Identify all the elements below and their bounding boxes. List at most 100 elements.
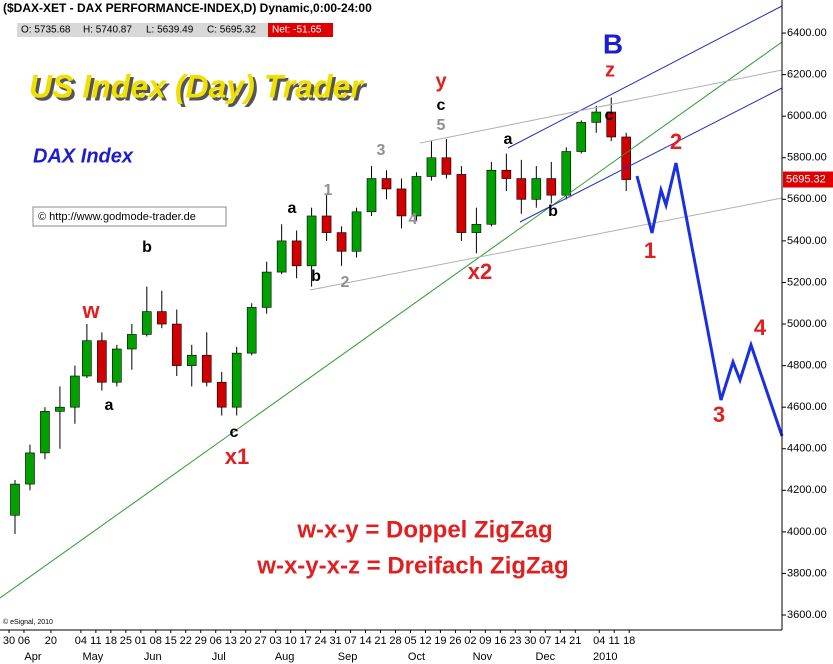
subtitle: DAX Index [33,145,134,167]
candle-body [396,188,407,217]
x-tick-label: 18 [623,635,635,647]
y-tick-label: 5200.00 [787,276,827,288]
x-tick-label: 15 [165,635,177,647]
candle-body [156,311,167,325]
candle-body [186,354,197,366]
x-tick-label: 11 [609,635,620,647]
x-tick-label: 31 [329,635,341,647]
candle-body [516,178,527,200]
candle-body [546,178,557,196]
x-tick-label: 22 [180,635,192,647]
y-tick-label: 4400.00 [787,443,827,455]
x-tick-label: 27 [255,635,267,647]
candle-body [351,211,362,252]
projection-path [635,162,784,437]
x-tick-label: 29 [195,635,207,647]
x-tick-label: 01 [135,635,147,647]
y-tick-label: 5600.00 [787,193,827,205]
candle-body [97,340,107,383]
wave-label: c [230,424,239,441]
candle-body [216,381,227,408]
x-tick-label: 08 [150,635,162,647]
y-tick-label: 5800.00 [787,152,827,164]
x-tick-label: 05 [404,635,416,647]
y-tick-label: 4800.00 [787,360,827,372]
wave-label: 1 [644,238,656,263]
candle-body [82,340,92,377]
quote: O: 5735.68 [21,25,71,36]
y-tick-label: 3600.00 [787,609,827,621]
candle-body [70,375,80,408]
candle-body [25,452,35,485]
candle-body [55,406,65,412]
candle-body [591,111,602,123]
candle-body [112,348,122,383]
x-tick-label: 23 [509,635,521,647]
y-tick-label: 5000.00 [787,318,827,330]
x-tick-label: 04 [75,635,87,647]
month-label: May [82,651,103,663]
candle-body [576,122,587,152]
month-label: Sep [338,651,358,663]
last-price-label: 5695.32 [786,173,826,185]
candle-body [321,215,332,233]
wave-label: 3 [713,402,725,427]
x-tick-label: 06 [18,635,30,647]
month-label: Jul [212,651,226,663]
x-tick-label: 21 [569,635,581,647]
x-tick-label: 14 [554,635,566,647]
wave-label: a [504,131,513,148]
x-tick-label: 19 [434,635,446,647]
month-label: Nov [473,651,493,663]
y-tick-label: 6400.00 [787,27,827,39]
candle-body [366,178,377,213]
candle-body [561,151,572,196]
candle-body [441,157,452,175]
candle-body [291,240,302,267]
x-tick-label: 07 [344,635,356,647]
x-tick-label: 06 [210,635,222,647]
wave-label: 4 [409,211,418,228]
candle-body [201,354,212,383]
candle-body [127,334,137,350]
y-tick-label: 6200.00 [787,69,827,81]
quote: L: 5639.49 [146,25,194,36]
x-tick-label: 14 [359,635,371,647]
channel-line [309,197,783,291]
wave-label: y [435,70,447,92]
quote-box [17,23,333,37]
x-tick-label: 09 [479,635,491,647]
net-box [268,23,333,37]
candle-body [426,157,437,177]
channel-line [519,87,783,223]
y-tick-label: 5400.00 [787,235,827,247]
candle-body [171,323,182,366]
x-tick-label: 24 [314,635,326,647]
x-tick-label: 10 [285,635,297,647]
y-tick-label: 4600.00 [787,401,827,413]
candle-body [40,411,50,454]
copyright: © eSignal, 2010 [3,618,53,626]
x-tick-label: 02 [464,635,476,647]
wave-label: B [603,28,623,59]
wave-label: x2 [468,259,492,284]
wave-label: c [605,107,614,124]
quote: C: 5695.32 [207,25,256,36]
x-tick-label: 20 [240,635,252,647]
trend-lines [0,5,784,599]
x-tick-label: 30 [524,635,536,647]
wave-label: 3 [377,142,386,159]
x-tick-label: 16 [494,635,506,647]
watermark-shadow: US Index (Day) Trader [32,71,367,107]
x-tick-label: 28 [389,635,401,647]
month-label: 2010 [593,651,617,663]
x-tick-label: 12 [419,635,431,647]
x-tick-label: 07 [539,635,551,647]
candle-body [486,169,497,225]
candle-body [621,136,631,180]
wave-label: 1 [324,182,333,199]
legend-text: w-x-y-x-z = Dreifach ZigZag [256,552,568,579]
candle-body [471,223,482,233]
channel-line [507,5,783,149]
